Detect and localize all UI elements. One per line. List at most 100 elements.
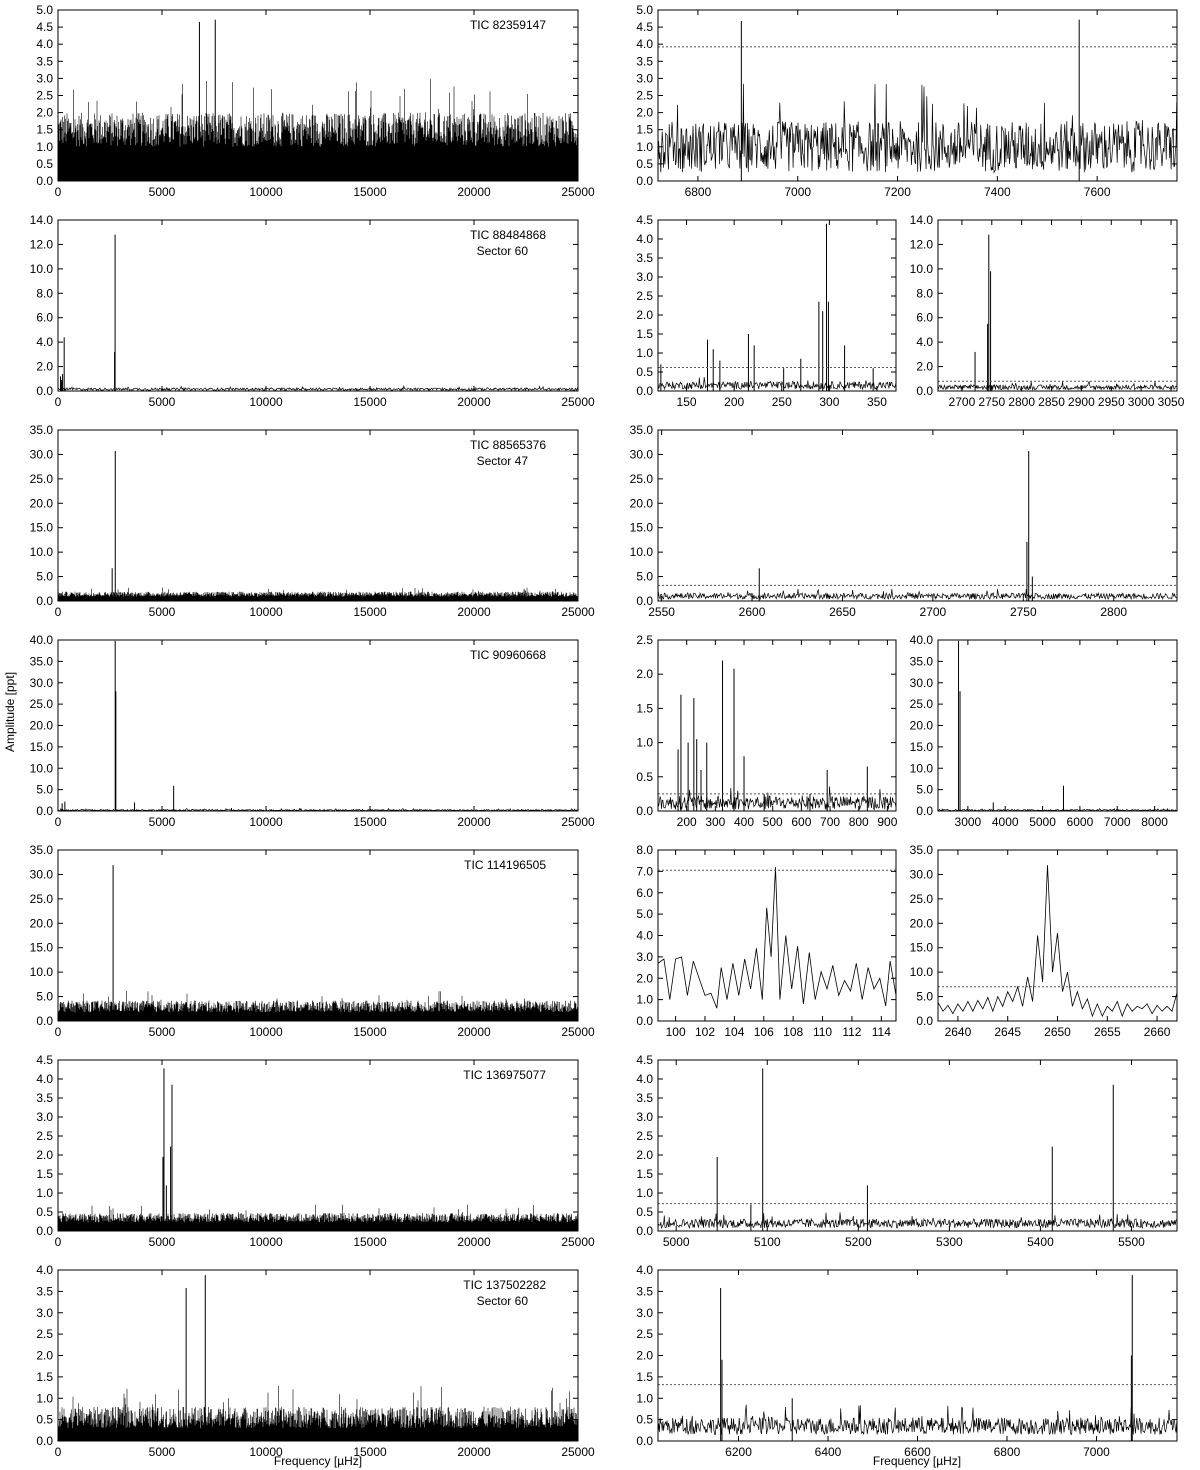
x-tick-label: 2660 — [1144, 1025, 1171, 1039]
y-tick-label: 5.0 — [636, 3, 653, 17]
y-tick-label: 6.0 — [636, 886, 653, 900]
x-tick-label: 25000 — [561, 395, 595, 409]
x-tick-label: 5100 — [754, 1235, 781, 1249]
x-tick-label: 5000 — [149, 185, 176, 199]
panel-data — [658, 660, 896, 811]
y-tick-label: 0.0 — [36, 384, 53, 398]
panel-frame — [57, 429, 579, 602]
x-tick-label: 400 — [734, 815, 754, 829]
y-tick-label: 30.0 — [30, 447, 54, 461]
x-tick-label: 250 — [772, 395, 792, 409]
x-tick-label: 7000 — [1104, 815, 1131, 829]
x-tick-label: 6200 — [725, 1445, 752, 1459]
sector-label: Sector 60 — [477, 1294, 529, 1308]
y-tick-label: 4.0 — [36, 335, 53, 349]
x-tick-label: 4000 — [992, 815, 1019, 829]
y-tick-label: 6.0 — [916, 311, 933, 325]
x-tick-label: 5000 — [149, 815, 176, 829]
y-tick-label: 3.5 — [636, 1091, 653, 1105]
panel-10: 0 5000 10000 15000 20000 25000 0.0 5.0 10.0 15.0 2… — [30, 843, 595, 1039]
panel-4: 2700 2750 2800 2850 2900 2950 3000 3050 0.0 2.0 4.… — [910, 213, 1185, 409]
y-tick-label: 4.0 — [636, 1072, 653, 1086]
y-tick-label: 1.5 — [636, 1370, 653, 1384]
y-tick-label: 2.5 — [36, 89, 53, 103]
x-tick-label: 6800 — [994, 1445, 1021, 1459]
x-tick-label: 7000 — [784, 185, 811, 199]
x-tick-label: 500 — [763, 815, 783, 829]
y-tick-label: 2.0 — [636, 971, 653, 985]
y-tick-label: 2.5 — [36, 1129, 53, 1143]
x-tick-label: 106 — [754, 1025, 774, 1039]
x-tick-label: 5300 — [936, 1235, 963, 1249]
panel-8: 200 300 400 500 600 700 800 900 0.0 0.5 1.0 1.5 2.0 2… — [636, 633, 897, 829]
panel-6: 2550 2600 2650 2700 2750 2800 0.0 5.0 10.0 15.0 20… — [630, 423, 1178, 619]
tic-label: TIC 136975077 — [463, 1068, 546, 1082]
y-tick-label: 0.0 — [36, 1434, 53, 1448]
y-axis-label: Amplitude [ppt] — [3, 672, 17, 752]
x-tick-label: 25000 — [561, 815, 595, 829]
panel-frame — [57, 219, 579, 392]
x-tick-label: 7400 — [984, 185, 1011, 199]
panel-data — [58, 234, 578, 391]
y-tick-label: 10.0 — [30, 262, 54, 276]
y-tick-label: 35.0 — [910, 654, 934, 668]
x-tick-label: 0 — [55, 1445, 62, 1459]
y-tick-label: 0.0 — [36, 804, 53, 818]
x-tick-label: 10000 — [249, 1235, 283, 1249]
x-tick-label: 10000 — [249, 815, 283, 829]
y-tick-label: 12.0 — [30, 237, 54, 251]
y-tick-label: 0.0 — [36, 1224, 53, 1238]
y-tick-label: 1.5 — [636, 327, 653, 341]
x-tick-label: 15000 — [353, 395, 387, 409]
y-tick-label: 14.0 — [30, 213, 54, 227]
y-tick-label: 0.0 — [36, 174, 53, 188]
panels-group: 0 5000 10000 15000 20000 250000.00.51.01.52.0… — [30, 3, 1185, 1459]
x-tick-label: 5000 — [149, 1025, 176, 1039]
x-tick-label: 20000 — [457, 605, 491, 619]
x-tick-label: 2750 — [978, 395, 1005, 409]
y-tick-label: 1.5 — [636, 701, 653, 715]
x-tick-label: 2750 — [1010, 605, 1037, 619]
panel-data — [658, 451, 1177, 601]
y-tick-label: 4.5 — [636, 20, 653, 34]
y-tick-label: 3.5 — [636, 251, 653, 265]
y-tick-label: 2.5 — [636, 1129, 653, 1143]
x-tick-label: 2655 — [1094, 1025, 1121, 1039]
y-tick-label: 4.0 — [916, 335, 933, 349]
y-tick-label: 3.0 — [36, 71, 53, 85]
y-tick-label: 0.0 — [916, 384, 933, 398]
y-tick-label: 3.0 — [636, 1110, 653, 1124]
noise-series — [658, 83, 1177, 174]
y-tick-label: 5.0 — [36, 3, 53, 17]
panel-data — [58, 640, 578, 811]
panel-frame — [657, 429, 1178, 602]
y-tick-label: 10.0 — [910, 761, 934, 775]
amplitude-curve — [938, 865, 1177, 1018]
x-tick-label: 25000 — [561, 185, 595, 199]
y-tick-label: 1.0 — [36, 1186, 53, 1200]
y-tick-label: 20.0 — [30, 719, 54, 733]
y-tick-label: 5.0 — [36, 990, 53, 1004]
y-tick-label: 3.5 — [36, 54, 53, 68]
x-tick-label: 104 — [724, 1025, 744, 1039]
noise-series — [58, 991, 578, 1021]
panel-11: 100 102 104 106 108 110 112 114 0.0 1.0 2.0 3.0 4.0 5… — [636, 843, 897, 1039]
y-tick-label: 10.0 — [910, 262, 934, 276]
panel-data — [658, 223, 896, 391]
noise-series — [658, 588, 1177, 601]
y-tick-label: 35.0 — [30, 423, 54, 437]
y-tick-label: 15.0 — [910, 740, 934, 754]
tic-label: TIC 82359147 — [470, 18, 546, 32]
y-tick-label: 3.0 — [36, 1110, 53, 1124]
tic-label: TIC 88565376 — [470, 438, 546, 452]
y-tick-label: 2.0 — [916, 360, 933, 374]
x-tick-label: 0 — [55, 815, 62, 829]
x-tick-label: 5000 — [149, 1235, 176, 1249]
y-tick-label: 3.5 — [636, 54, 653, 68]
y-tick-label: 20.0 — [630, 496, 654, 510]
y-tick-label: 0.0 — [636, 1014, 653, 1028]
y-tick-label: 35.0 — [30, 843, 54, 857]
noise-series — [658, 1404, 1177, 1436]
y-tick-label: 4.5 — [36, 1053, 53, 1067]
panel-frame — [57, 849, 579, 1022]
